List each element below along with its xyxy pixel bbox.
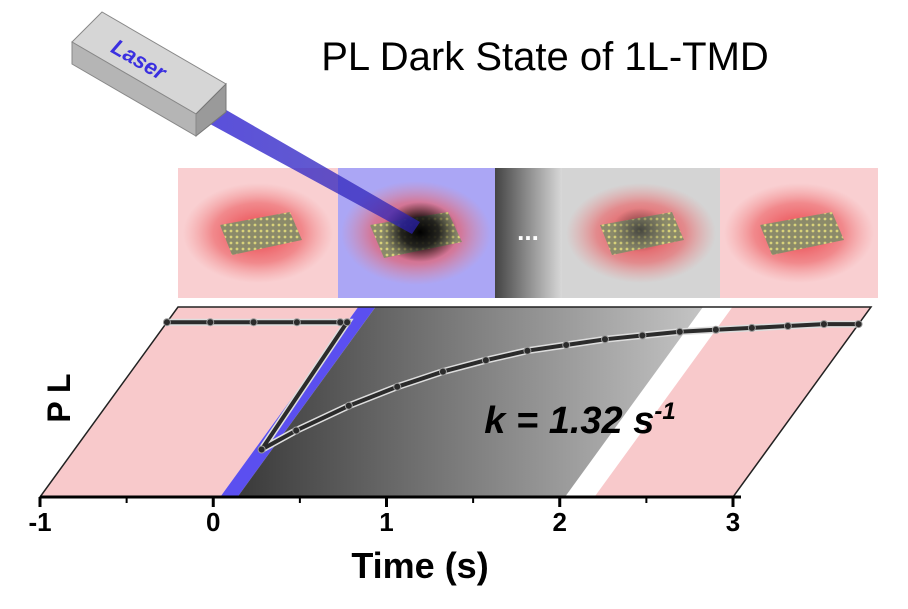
x-label: Time (s)	[351, 545, 488, 586]
data-point	[292, 318, 301, 327]
data-point	[257, 445, 266, 454]
data-point	[675, 327, 684, 336]
data-point	[438, 367, 447, 376]
data-point	[747, 323, 756, 332]
data-point	[562, 341, 571, 349]
series-line	[167, 320, 859, 452]
shaded-region	[594, 307, 871, 497]
x-tick-label: 3	[726, 507, 740, 537]
data-point	[393, 382, 402, 391]
laser: Laser	[71, 11, 420, 234]
annotation-main: k = 1.32 s	[484, 400, 654, 442]
annotation: k = 1.32 s-1	[484, 398, 675, 442]
y-label: P L	[41, 373, 77, 422]
data-point	[523, 346, 532, 355]
data-point	[711, 325, 720, 334]
data-point	[481, 356, 490, 365]
x-tick-label: 1	[379, 507, 393, 537]
data-point	[249, 318, 258, 327]
data-point	[292, 426, 301, 435]
data-point	[600, 335, 609, 344]
title: PL Dark State of 1L-TMD	[321, 35, 769, 79]
panels: ...	[178, 168, 878, 298]
data-point	[343, 318, 352, 327]
plot: -1 0 1 2 3	[28, 306, 873, 537]
x-tick-label: 0	[206, 507, 220, 537]
panel-ellipsis: ...	[517, 216, 539, 246]
data-point	[206, 318, 215, 327]
shaded-region	[40, 307, 359, 497]
data-point	[344, 401, 353, 410]
data-point	[783, 322, 792, 330]
x-tick-label: -1	[28, 507, 51, 537]
annotation-sup: -1	[654, 398, 675, 425]
data-point	[819, 320, 828, 329]
data-point	[638, 331, 647, 340]
shaded-region	[237, 307, 703, 497]
x-tick-label: 2	[553, 507, 567, 537]
data-point	[162, 318, 171, 327]
data-point	[854, 320, 863, 329]
data-point	[336, 318, 345, 327]
